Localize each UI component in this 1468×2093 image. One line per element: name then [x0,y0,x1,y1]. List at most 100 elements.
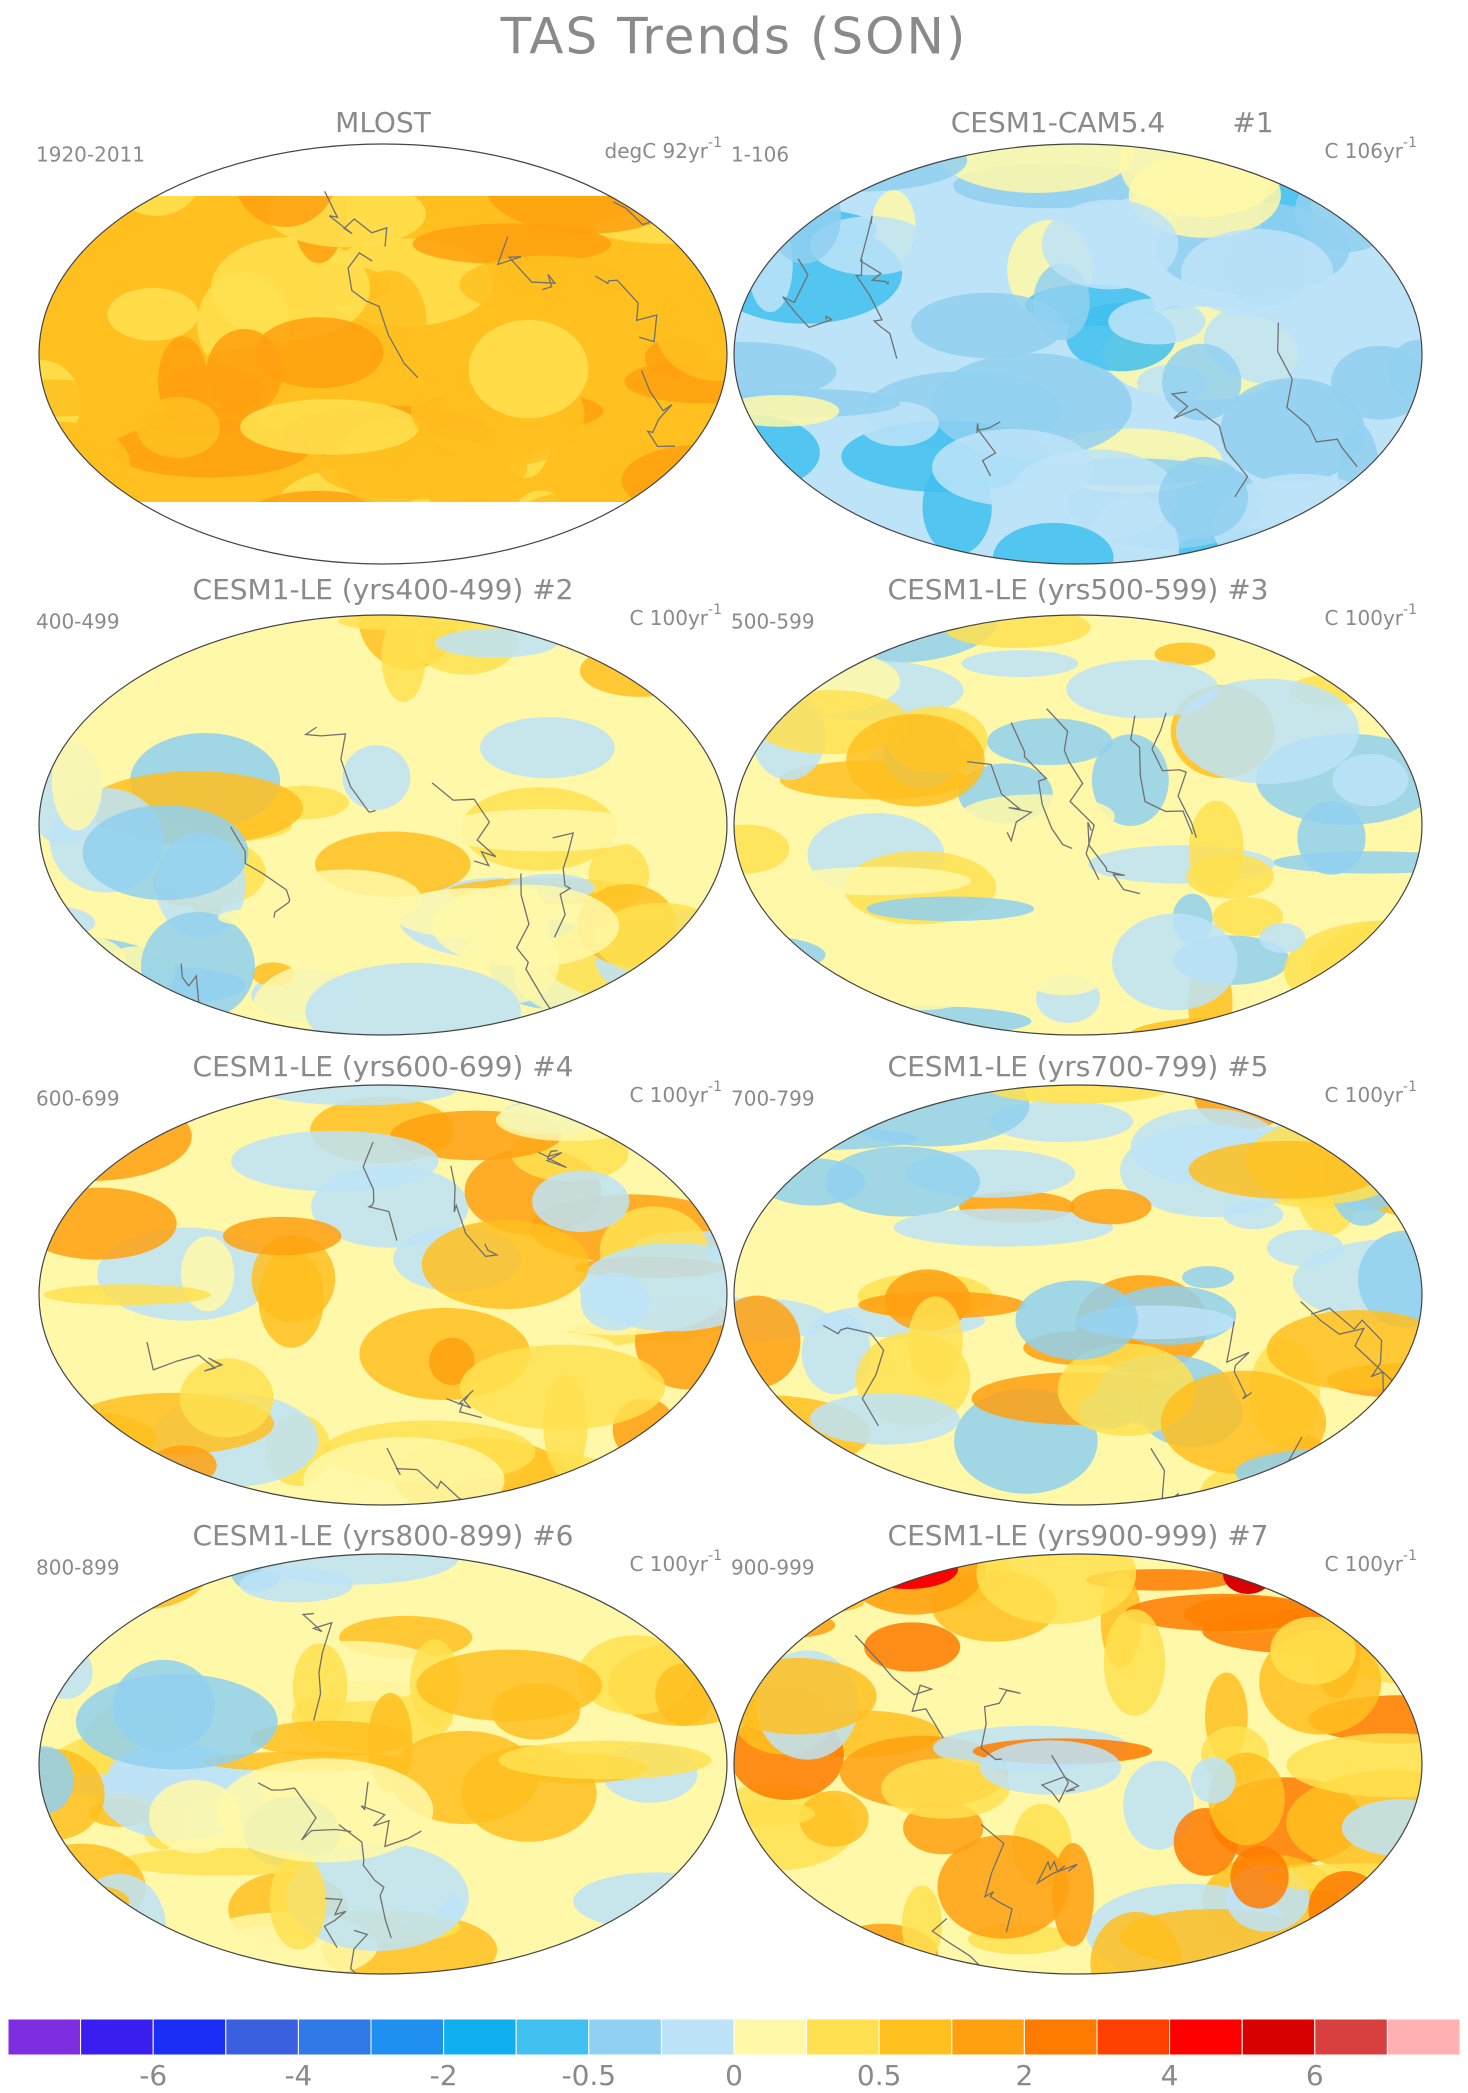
period-label: 600-699 [36,1087,120,1111]
colorbar-box [806,2018,880,2056]
coastline [1010,722,1073,850]
map-field [858,401,939,447]
map-field [231,1130,439,1192]
map-field [806,978,983,1012]
map-field [543,1374,588,1478]
map-field [655,274,727,382]
coastline [1170,391,1249,498]
colorbar-box [225,2018,299,2056]
map-field [416,1649,603,1722]
map-field [734,1800,816,1827]
map-field [846,713,985,807]
map-field [286,1842,469,1952]
coastline [859,215,890,286]
missing-data [39,502,727,564]
coastline [854,1634,944,1739]
map-field [250,1554,460,1585]
units-exponent: -1 [1403,1548,1417,1564]
map-field [39,1645,93,1699]
map-field [532,1170,630,1232]
units-exponent: -1 [708,1548,722,1564]
map-field [434,628,558,658]
map-border [38,1553,728,1975]
map-field [580,1272,649,1331]
map-field [1042,199,1179,290]
colorbar-box [80,2018,154,2056]
map-field [1295,1489,1422,1505]
map-field [1308,1871,1385,1948]
map-field [734,824,790,874]
map-field [911,292,1066,359]
coastline [980,1824,1013,1933]
colorbar-box [1314,2018,1388,2056]
map-field [43,1284,211,1306]
map-field [643,1130,690,1185]
map-field [107,287,199,341]
coastline [640,370,676,448]
map-field [179,1358,274,1438]
map-field [39,1746,74,1815]
map-field [254,317,384,389]
map-field [1160,1370,1327,1475]
map-field [222,1216,342,1256]
units-text: degC 92yr [605,139,709,163]
coastline [854,259,898,359]
units-label: degC 92yr-1 [605,135,723,163]
panel-title: CESM1-LE (yrs600-699) #4 [193,1050,574,1083]
colorbar-box [588,2018,662,2056]
units-label: C 100yr-1 [1324,1548,1417,1576]
map-field [1332,753,1409,807]
coastline [1087,821,1141,895]
colorbar-box [951,2018,1025,2056]
map-field [932,429,1094,506]
coastline [362,1141,398,1241]
colorbar-label: 6 [1306,2059,1324,2092]
map-field [799,1790,869,1847]
map-field [39,1884,130,1920]
units-exponent: -1 [708,135,722,151]
map-field [1294,169,1397,253]
map-field [901,1885,943,1965]
units-label: C 100yr-1 [629,1548,722,1576]
figure-title: TAS Trends (SON) [500,8,968,66]
map-field [734,477,833,564]
map-field [1162,343,1242,421]
coastline [967,761,1034,843]
map-field [257,1085,458,1106]
map-field [1175,678,1360,784]
colorbar-label: -0.5 [561,2059,616,2092]
coastline [1130,715,1194,835]
coastline [782,258,834,329]
map-field [825,1146,981,1217]
map-border [733,143,1423,565]
map-field [148,1779,241,1854]
map-field [1112,913,1238,1011]
map-field [567,1462,680,1493]
coastline [552,832,575,938]
map-field [1125,1593,1321,1632]
map-field [39,1419,85,1440]
map-field [210,236,371,341]
map-field [1220,378,1365,484]
map-field [86,992,201,1035]
colorbar-label: -4 [284,2059,312,2092]
map-field [412,223,612,265]
map-field [734,1126,920,1151]
units-exponent: -1 [1403,602,1417,618]
map-field [39,1187,177,1260]
coastline [146,1341,224,1372]
colorbar-label: 0.5 [857,2059,902,2092]
map-field [1223,1200,1284,1230]
map-field [1259,923,1306,954]
map-field [269,1854,327,1950]
units-label: C 100yr-1 [1324,602,1417,630]
map-field [866,896,1035,922]
coastline [1035,1859,1078,1885]
map-field [1129,1016,1349,1035]
map-field [1387,339,1422,403]
map-field [82,805,249,901]
units-label: C 106yr-1 [1324,135,1417,163]
panel-title: MLOST [335,106,432,139]
map-field [655,1663,713,1726]
panel-title: CESM1-LE (yrs700-799) #5 [888,1050,1269,1083]
